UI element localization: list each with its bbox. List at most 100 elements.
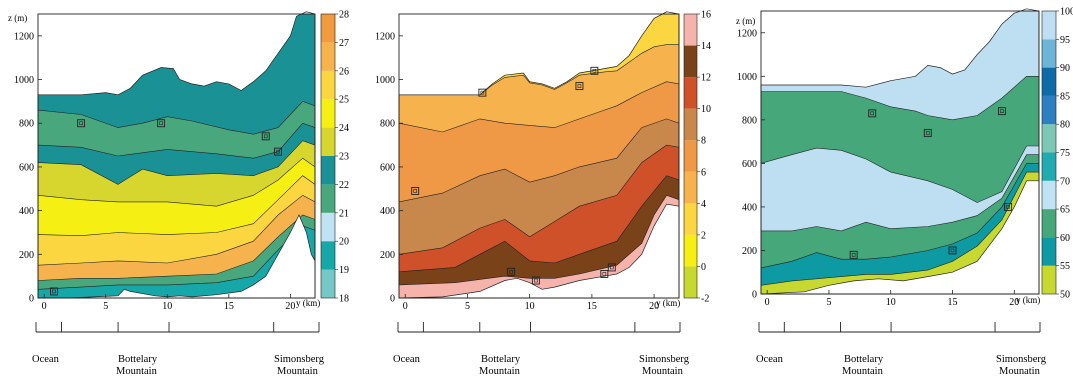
sounding-marker-inner — [534, 278, 538, 283]
colorbar-frame — [683, 13, 698, 299]
region-label-simonsberg-2: Mountain — [277, 366, 319, 377]
region-label-bottelary-2: Mountain — [479, 366, 521, 377]
region-bar: Ocean Bottelary Mountain Simonsberg Moun… — [393, 322, 690, 377]
y-tick-label: 1000 — [14, 75, 34, 86]
colorbar-tick-label: 55 — [1060, 261, 1070, 272]
sounding-marker — [849, 250, 858, 259]
sounding-marker-inner — [276, 149, 280, 154]
x-tick-label: 5 — [103, 301, 108, 312]
sounding-marker-inner — [925, 131, 930, 135]
y-tick-label: 200 — [742, 246, 757, 257]
sounding-marker — [507, 267, 515, 276]
colorbar-tick-label: 21 — [339, 208, 349, 219]
y-axis-label: z (m) — [736, 16, 755, 26]
contour-fills — [399, 13, 679, 299]
sounding-marker — [50, 287, 58, 296]
colorbar-tick-label: 16 — [701, 10, 711, 21]
sounding-marker-inner — [79, 121, 83, 126]
region-label-bottelary: Bottelary — [481, 354, 521, 365]
colorbar-tick-label: 23 — [339, 152, 349, 163]
y-tick-label: 800 — [742, 115, 757, 126]
y-tick-label: 600 — [742, 159, 757, 170]
colorbar-tick-label: 20 — [339, 237, 349, 248]
y-tick-label: 600 — [380, 162, 395, 173]
x-tick-label: 10 — [162, 301, 172, 312]
sounding-marker-inner — [592, 69, 597, 73]
region-label-bottelary: Bottelary — [844, 354, 884, 365]
x-tick-label: 5 — [826, 297, 831, 308]
y-tick-label: 600 — [19, 162, 34, 173]
colorbar-tick-label: 65 — [1060, 205, 1070, 216]
sounding-marker-inner — [609, 265, 614, 270]
region-label-simonsberg: Simonsberg — [996, 354, 1047, 365]
colorbar-tick-label: 85 — [1060, 91, 1070, 102]
contour-band — [38, 225, 315, 299]
colorbar-segment — [1042, 11, 1056, 40]
colorbar-tick-label: 27 — [339, 38, 349, 49]
domain-outline — [398, 11, 680, 299]
y-tick-label: 800 — [380, 119, 395, 130]
colorbar-tick-label: 90 — [1060, 63, 1070, 74]
colorbar-segment — [684, 234, 697, 267]
x-tick-label: 15 — [948, 297, 958, 308]
sounding-marker — [600, 270, 609, 278]
region-label-bottelary-2: Mountain — [842, 366, 884, 377]
colorbar-tick-label: 24 — [339, 123, 349, 134]
y-tick-label: 1200 — [375, 31, 395, 42]
sounding-marker — [157, 119, 166, 128]
sounding-marker-inner — [52, 289, 56, 294]
region-label-simonsberg-2: Mounatin — [999, 366, 1041, 377]
colorbar-segment — [321, 212, 335, 242]
colorbar-tick-label: 10 — [701, 104, 711, 115]
colorbar-segment — [321, 42, 335, 71]
colorbar-tick-label: 60 — [1060, 233, 1070, 244]
y-tick-label: 1000 — [375, 75, 395, 86]
colorbar-tick-label: 28 — [339, 10, 349, 21]
region-label-simonsberg: Simonsberg — [274, 354, 325, 365]
colorbar: 50 55 60 65 70 75 80 85 90 95 100 — [1041, 7, 1073, 301]
colorbar-segment — [1042, 209, 1056, 238]
sounding-marker-inner — [851, 253, 856, 257]
sounding-marker-inner — [480, 90, 485, 95]
sounding-marker — [868, 109, 877, 118]
plot-frame — [37, 13, 316, 299]
x-tick-label: 0 — [403, 301, 408, 312]
x-tick-label: 15 — [587, 301, 597, 312]
sounding-marker — [575, 82, 584, 91]
colorbar-segment — [321, 241, 335, 270]
colorbar-segment — [1042, 124, 1056, 153]
colorbar-segment — [684, 77, 697, 109]
colorbar-segment — [1042, 39, 1056, 68]
y-tick-label: 200 — [19, 250, 34, 261]
region-label-simonsberg: Simonsberg — [639, 354, 690, 365]
x-tick-label: 5 — [465, 301, 470, 312]
x-tick-label: 20 — [649, 301, 659, 312]
colorbar-tick-label: 25 — [339, 95, 349, 106]
contour-fills — [38, 13, 315, 299]
sounding-marker-inner — [263, 134, 268, 139]
sounding-marker-inner — [1006, 205, 1010, 209]
sounding-marker-inner — [509, 269, 513, 274]
colorbar-tick-label: 26 — [339, 66, 349, 77]
y-tick-label: 1200 — [14, 31, 34, 42]
colorbar-tick-label: 100 — [1060, 7, 1073, 18]
colorbar-segment — [684, 14, 697, 46]
colorbar-segment — [321, 99, 335, 128]
colorbar-tick-label: 75 — [1060, 148, 1070, 159]
colorbar-tick-label: 8 — [701, 136, 706, 147]
x-tick-label: 20 — [285, 301, 295, 312]
sounding-marker-inner — [1000, 109, 1004, 113]
colorbar-segment — [684, 108, 697, 141]
colorbar-segment — [684, 266, 697, 298]
colorbar-tick-label: 2 — [701, 230, 706, 241]
x-tick-label: 0 — [42, 301, 47, 312]
region-label-ocean: Ocean — [32, 354, 60, 365]
colorbar-segment — [1042, 180, 1056, 210]
colorbar-segment — [684, 140, 697, 172]
colorbar-tick-label: 22 — [339, 180, 349, 191]
y-tick-label: 0 — [29, 294, 34, 305]
y-tick-label: 800 — [19, 119, 34, 130]
